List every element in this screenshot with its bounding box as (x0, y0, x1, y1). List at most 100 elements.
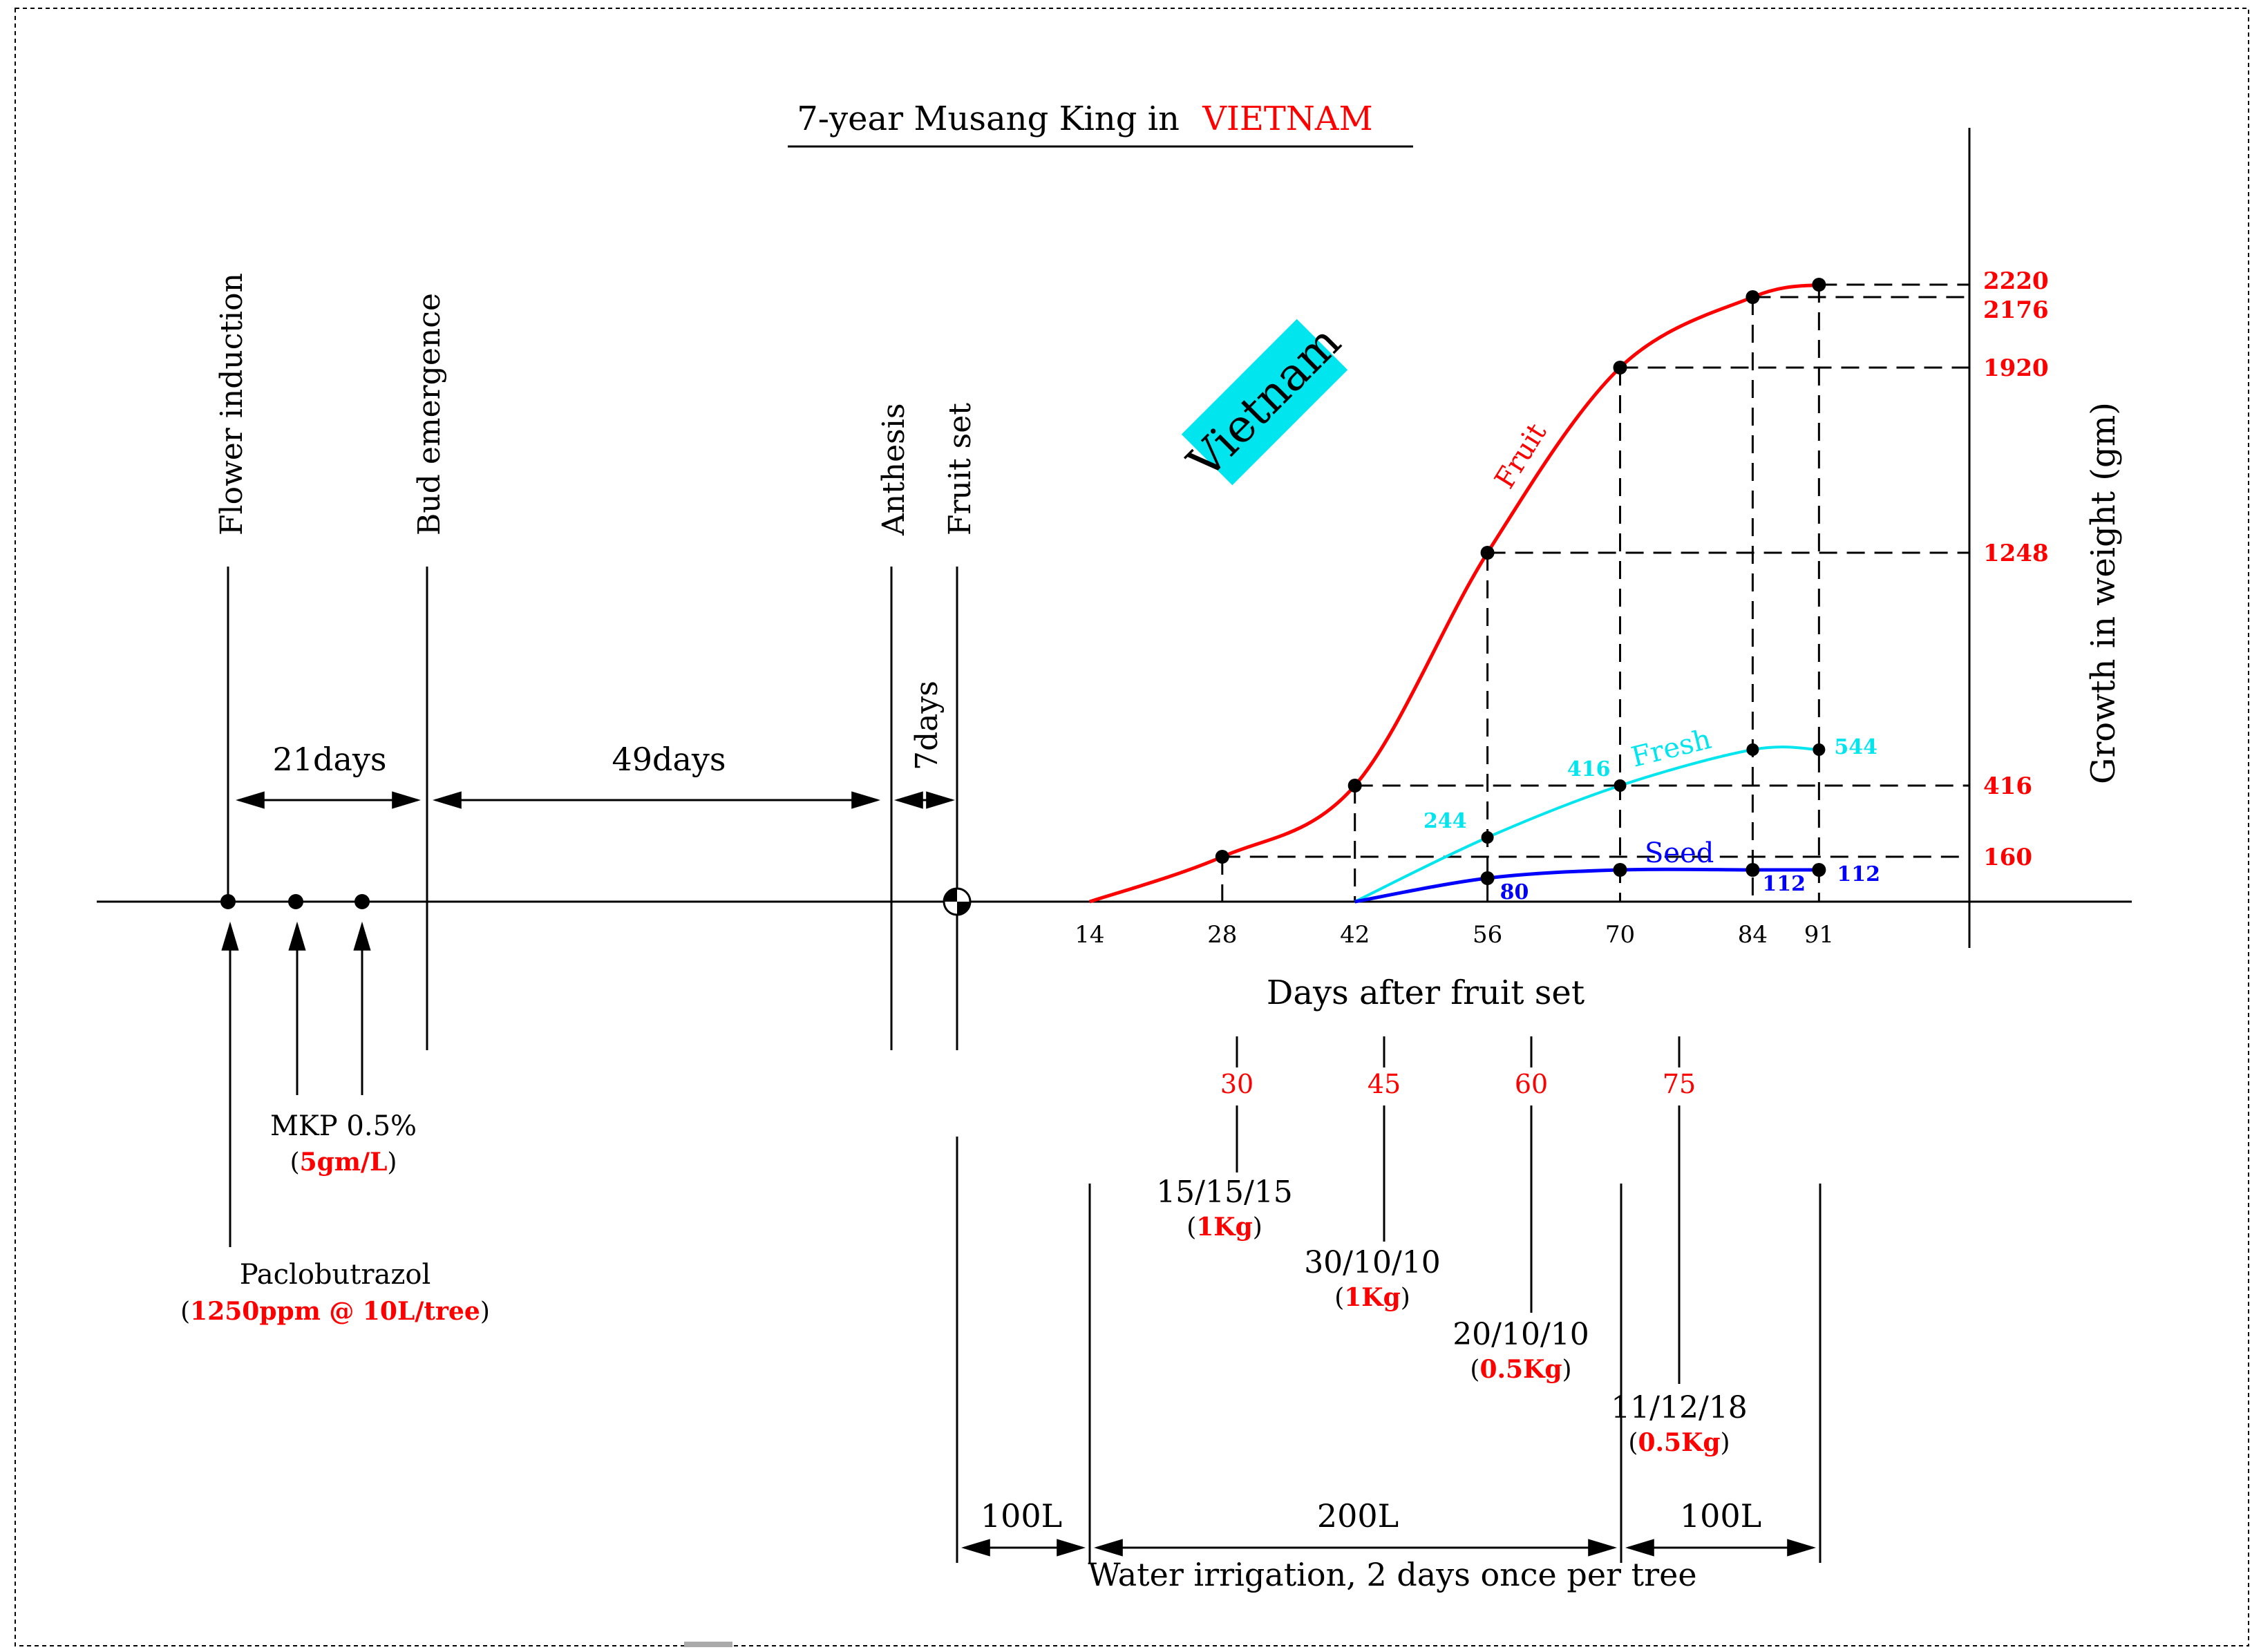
y-tick-label: 2176 (1983, 296, 2049, 324)
fruit-set-marker (943, 887, 972, 916)
frame-handle (684, 1642, 732, 1647)
irrigation-volume-2: 200L (1317, 1497, 1399, 1535)
fertilizer-amount-paren-close: ) (1253, 1213, 1262, 1242)
fertilizer-amount: (1Kg) (1334, 1283, 1410, 1312)
x-tick-label: 56 (1473, 921, 1502, 949)
x-tick-label: 42 (1340, 921, 1370, 949)
seed-point (1613, 863, 1627, 877)
title: 7-year Musang King in VIETNAM (788, 99, 1413, 148)
interval-7days: 7days (893, 681, 956, 809)
pbz-dose-paren-close: ) (480, 1298, 490, 1326)
y-tick-label: 416 (1983, 772, 2032, 800)
fruit-point (1347, 779, 1362, 792)
interval-7days-label: 7days (909, 681, 945, 770)
seed-series-label: Seed (1645, 837, 1714, 869)
fertilizer-formula: 11/12/18 (1611, 1390, 1748, 1425)
title-prefix: 7-year Musang King in (797, 99, 1180, 138)
application-dot-2 (288, 894, 303, 909)
mkp-label: MKP 0.5% (270, 1110, 417, 1142)
fertilizer-formula: 20/10/10 (1453, 1317, 1589, 1352)
fertilizer-day-label: 30 (1220, 1069, 1254, 1099)
fertilizer-amount: (1Kg) (1186, 1213, 1262, 1242)
x-tick-label: 70 (1605, 921, 1635, 949)
fertilizer-amount-paren-open: ( (1628, 1429, 1638, 1457)
seed-curve (1354, 867, 1819, 904)
title-country: VIETNAM (1202, 99, 1373, 138)
flower-induction-label: Flower induction (214, 273, 249, 535)
y-tick-label: 160 (1983, 844, 2032, 871)
fertilizer-amount-paren-close: ) (1721, 1429, 1730, 1457)
seed-point (1746, 863, 1760, 877)
vietnam-badge: Vietnam (1177, 315, 1351, 488)
fertilizer-formula: 15/15/15 (1156, 1175, 1293, 1210)
fertilizer-day-label: 60 (1515, 1069, 1548, 1099)
paclobutrazol-dose: 1250ppm @ 10L/tree (190, 1297, 480, 1326)
seed-point-label: 112 (1762, 872, 1806, 896)
y-tick-label: 1248 (1983, 540, 2049, 567)
outer-frame (15, 8, 2249, 1646)
bud-emergence-label: Bud emergence (412, 293, 447, 535)
seed-point (1812, 863, 1826, 877)
fertilizer-amount-paren-close: ) (1562, 1356, 1572, 1384)
fresh-point (1746, 743, 1759, 756)
svg-text:7-year Musang King in VI: 7-year Musang King in VIETNAM (797, 99, 1372, 138)
fertilizer-day-label: 75 (1663, 1069, 1696, 1099)
fertilizer-amount-value: 0.5Kg (1638, 1428, 1720, 1457)
y-tick-label: 1920 (1983, 354, 2049, 382)
svg-text:(1250ppm @ 10L/tree): (1250ppm @ 10L/tree) (180, 1297, 490, 1326)
fresh-series-label: Fresh (1628, 723, 1714, 774)
fertilizer-amount: (0.5Kg) (1470, 1355, 1571, 1384)
interval-49days: 49days (432, 741, 881, 809)
pbz-dose-paren-open: ( (180, 1298, 190, 1326)
irrigation-volume-1: 100L (981, 1497, 1062, 1535)
fertilizer-amount-value: 1Kg (1196, 1213, 1253, 1242)
growth-chart: 244 416 544 80 112 112 Fruit Fresh Seed 14 28 42 56 7… (1075, 267, 2048, 949)
fruit-set-label: Fruit set (943, 403, 978, 535)
fruit-point (1812, 278, 1826, 292)
fresh-point-label: 544 (1834, 735, 1877, 759)
x-tick-label: 91 (1804, 921, 1834, 949)
fruit-point (1613, 361, 1627, 374)
fertilizer-amount-paren-open: ( (1186, 1213, 1196, 1242)
irrigation-section: 100L 200L 100L Water irrigation, 2 days … (956, 1137, 1822, 1593)
paclobutrazol-label: Paclobutrazol (240, 1259, 431, 1291)
irrigation-volume-3: 100L (1680, 1497, 1761, 1535)
fresh-point-label: 244 (1423, 809, 1467, 833)
x-tick-label: 28 (1207, 921, 1237, 949)
fresh-point (1614, 779, 1627, 792)
y-axis-title: Growth in weight (gm) (2084, 402, 2123, 784)
svg-text:(5gm/L): (5gm/L) (290, 1148, 397, 1177)
fruit-point (1480, 546, 1495, 560)
fruit-point (1215, 850, 1229, 864)
application-dot-1 (220, 894, 236, 909)
fertilizer-amount-paren-open: ( (1334, 1284, 1344, 1312)
seed-point (1480, 871, 1495, 885)
fresh-point (1481, 831, 1494, 844)
fertilizer-amount-paren-open: ( (1470, 1356, 1479, 1384)
seed-point-label: 112 (1837, 862, 1880, 886)
y-tick-label: 2220 (1983, 267, 2049, 295)
fertilizer-day-label: 45 (1368, 1069, 1401, 1099)
seed-point-label: 80 (1500, 880, 1529, 904)
interval-21days-label: 21days (273, 741, 387, 778)
fertilizer-amount: (0.5Kg) (1628, 1428, 1730, 1457)
vietnam-badge-text: Vietnam (1177, 315, 1351, 488)
x-tick-label: 14 (1075, 921, 1104, 949)
interval-49days-label: 49days (612, 741, 726, 778)
irrigation-caption: Water irrigation, 2 days once per tree (1088, 1556, 1696, 1593)
mkp-dose: 5gm/L (300, 1148, 388, 1177)
fertilizer-amount-value: 0.5Kg (1479, 1355, 1562, 1384)
fresh-point-label: 416 (1567, 757, 1611, 781)
fruit-series-label: Fruit (1488, 418, 1553, 494)
svg-text:MKP 0.5%: MKP 0.5% (270, 1110, 417, 1142)
mkp-dose-paren-open: ( (290, 1148, 300, 1177)
fertilizer-schedule: 30 15/15/15 (1Kg) 45 30/10/10 (1Kg) 60 20/10/10… (1156, 1036, 1748, 1457)
anthesis-label: Anthesis (876, 403, 911, 536)
x-axis-title: Days after fruit set (1267, 974, 1584, 1012)
fresh-point (1813, 743, 1826, 756)
fertilizer-amount-paren-close: ) (1401, 1284, 1410, 1312)
x-tick-label: 84 (1738, 921, 1768, 949)
mkp-dose-paren-close: ) (387, 1148, 397, 1177)
svg-text:Paclobutrazol: Paclobutrazol (240, 1259, 431, 1291)
